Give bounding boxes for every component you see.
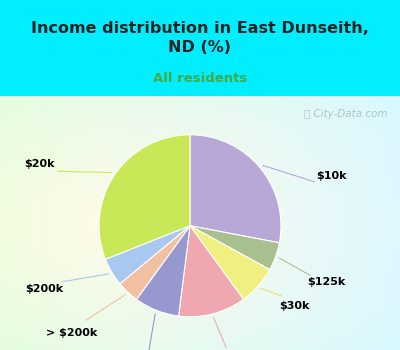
Wedge shape (99, 135, 190, 259)
Wedge shape (120, 226, 190, 299)
Wedge shape (190, 135, 281, 243)
Wedge shape (190, 226, 279, 270)
Text: > $200k: > $200k (46, 328, 97, 338)
Wedge shape (105, 226, 190, 284)
Text: $30k: $30k (280, 301, 310, 311)
Wedge shape (178, 226, 244, 317)
Text: Income distribution in East Dunseith,
ND (%): Income distribution in East Dunseith, ND… (31, 21, 369, 55)
Text: $200k: $200k (25, 285, 64, 294)
Text: All residents: All residents (153, 72, 247, 85)
Text: $125k: $125k (307, 277, 346, 287)
Wedge shape (136, 226, 190, 316)
Text: $20k: $20k (24, 159, 55, 169)
Text: ⓘ City-Data.com: ⓘ City-Data.com (304, 109, 388, 119)
Wedge shape (190, 226, 270, 299)
Text: $10k: $10k (316, 171, 346, 181)
